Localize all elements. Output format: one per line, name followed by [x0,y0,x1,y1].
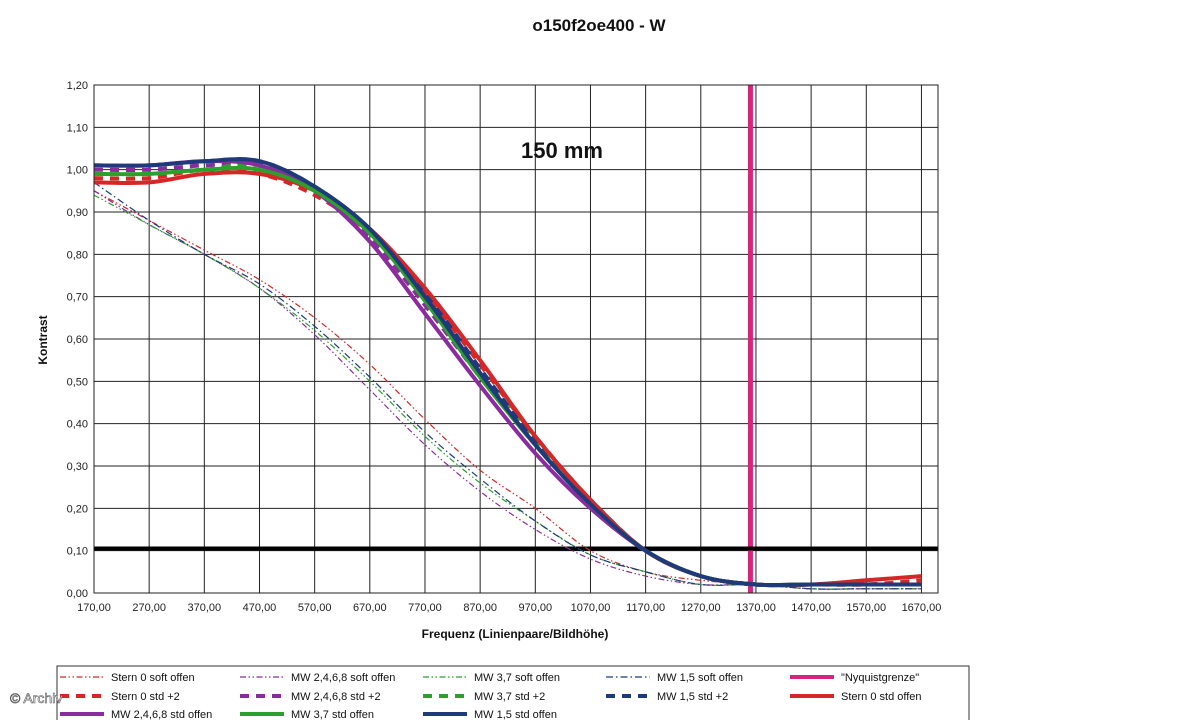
series-line-10 [93,159,922,588]
annotation-150mm: 150 mm [521,138,603,163]
y-tick-labels: 0,00 0,10 0,20 0,30 0,40 0,50 0,60 0,70 0,80 0,90… [67,80,88,600]
legend-label: MW 2,4,6,8 soft offen [291,672,395,684]
y-axis-title: Kontrast [36,315,50,364]
y-tick-label: 0,90 [67,207,88,219]
y-tick-label: 0,30 [67,461,88,473]
series-line-1 [93,190,922,590]
chart-title: o150f2oe400 - W [532,16,666,35]
y-tick-label: 1,00 [67,165,88,177]
legend-label: Stern 0 std offen [841,691,922,703]
series-line-5 [93,167,922,588]
series-line-6 [93,161,922,588]
series-line-9 [93,170,922,588]
y-tick-label: 0,70 [67,292,88,304]
x-tick-label: 470,00 [243,602,277,614]
x-tick-label: 1370,00 [736,602,776,614]
legend-label: Stern 0 soft offen [111,672,195,684]
series-line-8 [93,157,922,588]
legend-label: "Nyquistgrenze" [841,672,919,684]
x-tick-label: 970,00 [518,602,552,614]
reference-lines [94,85,938,593]
legend-label: MW 2,4,6,8 std +2 [291,691,381,703]
x-tick-label: 670,00 [353,602,387,614]
legend-label: MW 1,5 soft offen [657,672,743,684]
y-tick-label: 1,10 [67,122,88,134]
legend-label: Stern 0 std +2 [111,691,180,703]
y-tick-label: 0,40 [67,419,88,431]
y-tick-label: 0,60 [67,334,88,346]
legend-label: MW 3,7 soft offen [474,672,560,684]
y-tick-label: 1,20 [67,80,88,92]
x-tick-label: 370,00 [187,602,221,614]
legend-label: MW 1,5 std offen [474,709,557,720]
series-line-12 [93,157,922,588]
legend: Stern 0 soft offen MW 2,4,6,8 soft offen M… [60,672,922,720]
legend-label: MW 3,7 std offen [291,709,374,720]
x-tick-label: 770,00 [408,602,442,614]
series-line-7 [93,162,922,588]
x-axis-title: Frequenz (Linienpaare/Bildhöhe) [422,627,609,641]
series-line-11 [93,165,922,588]
series-group [93,157,922,590]
y-tick-label: 0,20 [67,503,88,515]
y-tick-label: 0,10 [67,546,88,558]
watermark: © Archiv [10,690,62,706]
plot-frame [93,84,939,594]
series-line-2 [93,190,922,590]
y-tick-label: 0,80 [67,249,88,261]
x-tick-label: 1670,00 [902,602,942,614]
y-tick-label: 0,00 [67,588,88,600]
series-line-4 [93,181,922,590]
x-tick-label: 870,00 [463,602,497,614]
x-tick-label: 1170,00 [626,602,665,614]
x-tick-labels: 170,00 270,00 370,00 470,00 570,00 670,00 770,… [77,602,941,614]
legend-label: MW 1,5 std +2 [657,691,728,703]
x-tick-label: 570,00 [298,602,332,614]
x-tick-label: 1070,00 [571,602,611,614]
legend-label: MW 3,7 std +2 [474,691,545,703]
x-tick-label: 1270,00 [681,602,721,614]
x-tick-label: 1470,00 [791,602,831,614]
y-tick-label: 0,50 [67,376,88,388]
x-tick-label: 270,00 [132,602,166,614]
x-tick-label: 170,00 [77,602,111,614]
x-tick-label: 1570,00 [846,602,886,614]
legend-label: MW 2,4,6,8 std offen [111,709,212,720]
